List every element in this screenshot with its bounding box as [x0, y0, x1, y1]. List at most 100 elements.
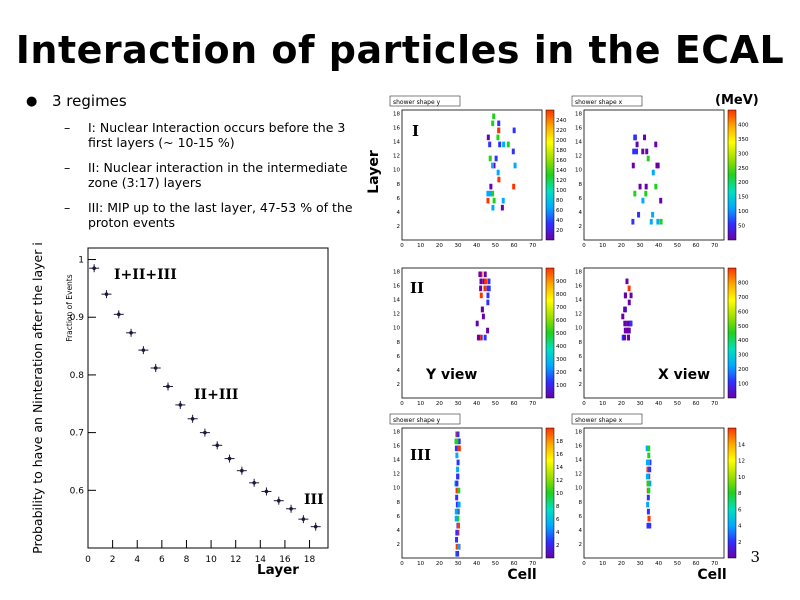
heatmap-cell	[454, 515, 458, 522]
heatmap-cell	[651, 169, 655, 176]
heatmap-cell	[497, 176, 501, 183]
x-tick-label: 2	[110, 555, 116, 565]
heatmap-cell	[457, 543, 461, 550]
heatmap-x-tick-label: 70	[711, 561, 718, 567]
heatmap-cell	[454, 438, 458, 445]
heatmap-y-tick-label: 16	[575, 284, 582, 290]
heatmap-cell	[454, 445, 458, 452]
heatmap-cell	[456, 466, 460, 473]
heatmap-cell	[455, 452, 459, 459]
heatmap-cell	[623, 327, 627, 334]
heatmap-cell	[629, 292, 633, 299]
heatmap-cell	[646, 466, 650, 473]
heatmap-cell	[627, 285, 631, 292]
heatmap-frame	[401, 267, 543, 399]
heatmap-cell	[497, 120, 501, 127]
y-view-label: Y view	[425, 367, 477, 383]
heatmap-y-tick-label: 18	[575, 430, 582, 436]
heatmap-y-tick-label: 14	[393, 140, 400, 146]
heatmap-x-tick-label: 40	[655, 401, 662, 407]
data-point	[166, 384, 170, 389]
heatmap-y-tick-label: 4	[579, 528, 583, 534]
x-tick-label: 6	[159, 555, 165, 565]
heatmap-cell	[631, 218, 635, 225]
heatmap-y-tick-label: 12	[393, 472, 400, 478]
heatmap-x-tick-label: 20	[436, 561, 443, 567]
heatmap-y-tick-label: 16	[393, 444, 400, 450]
data-point	[129, 331, 133, 335]
heatmap-cell	[478, 271, 482, 278]
heatmap-cell	[623, 306, 627, 313]
heatmap-cell	[491, 204, 495, 211]
heatmap-cell	[487, 278, 491, 285]
heatmap-cell	[456, 459, 460, 466]
heatmap-cell	[512, 127, 516, 134]
heatmap-cell	[629, 320, 633, 327]
heatmap-title-box	[389, 95, 461, 107]
heatmap-x-tick-label: 70	[529, 561, 536, 567]
heatmap-x-tick-label: 10	[599, 401, 606, 407]
heatmap-x-tick-label: 50	[492, 561, 499, 567]
sub-bullet-text: II: Nuclear interaction in the intermedi…	[88, 160, 348, 190]
inner-y-axis-label: Fraction of Events	[65, 274, 74, 341]
colorbar	[545, 267, 555, 399]
heatmap-cell	[456, 550, 460, 557]
heatmap-cell	[456, 515, 460, 522]
heatmap-x-tick-label: 0	[582, 401, 586, 407]
heatmap-panel: 0 10 20 30 40 50 60 70 2 4 6 8 10 12 14 16 18 100 200 300 40…	[393, 267, 567, 407]
colorbar-tick-label: 350	[738, 137, 749, 143]
colorbar-tick-label: 12	[556, 478, 563, 484]
heatmap-cell	[488, 155, 492, 162]
colorbar-tick-label: 80	[556, 198, 563, 204]
heatmap-cell	[646, 508, 650, 515]
heatmap-x-tick-label: 70	[711, 243, 718, 249]
dash-icon: –	[64, 120, 71, 135]
shower-shape-heatmaps: shower shape y 0 10 20 30 40 50 60 7024681012141…	[366, 93, 759, 583]
colorbar-tick-label: 100	[556, 188, 567, 194]
heatmap-y-tick-label: 10	[393, 486, 400, 492]
heatmap-cell	[455, 494, 459, 501]
heatmap-y-tick-label: 12	[575, 312, 582, 318]
heatmap-y-tick-label: 14	[575, 458, 582, 464]
heatmap-cell	[486, 190, 490, 197]
heatmap-cell	[637, 211, 641, 218]
colorbar-tick-label: 500	[556, 331, 567, 337]
heatmap-cell	[498, 141, 502, 148]
colorbar-tick-label: 300	[738, 151, 749, 157]
heatmap-cell	[457, 438, 461, 445]
colorbar-tick-label: 800	[556, 292, 567, 298]
heatmap-y-tick-label: 12	[393, 312, 400, 318]
heatmap-y-tick-label: 14	[393, 458, 400, 464]
heatmap-y-tick-label: 2	[579, 542, 583, 548]
heatmap-cell	[651, 211, 655, 218]
colorbar-tick-label: 500	[738, 324, 749, 330]
heatmap-cell	[627, 299, 631, 306]
heatmap-cell	[455, 480, 459, 487]
heatmap-cell	[641, 148, 645, 155]
heatmap-cell	[491, 190, 495, 197]
colorbar-tick-label: 6	[556, 517, 560, 523]
y-tick-label: 0.7	[70, 429, 84, 439]
heatmap-y-tick-label: 16	[575, 126, 582, 132]
heatmap-cell	[488, 141, 492, 148]
heatmap-x-tick-label: 0	[582, 243, 586, 249]
data-point	[301, 517, 306, 521]
heatmap-y-tick-label: 18	[393, 430, 400, 436]
colorbar-tick-label: 200	[738, 367, 749, 373]
heatmap-cell	[492, 197, 496, 204]
heatmap-title: shower shape y	[393, 417, 441, 424]
colorbar-tick-label: 18	[556, 439, 563, 445]
bullet-dot-icon: ●	[26, 94, 38, 109]
heatmap-frame	[401, 109, 543, 241]
heatmap-cell	[646, 501, 650, 508]
heatmap-y-tick-label: 12	[575, 472, 582, 478]
heatmap-y-tick-label: 14	[575, 140, 582, 146]
colorbar-tick-label: 240	[556, 118, 567, 124]
y-tick-label: 0.6	[70, 486, 85, 496]
colorbar-tick-label: 2	[556, 543, 560, 549]
x-tick-label: 16	[279, 555, 291, 565]
heatmap-x-tick-label: 60	[693, 243, 700, 249]
heatmap-cell	[479, 292, 483, 299]
heatmap-cell	[655, 162, 659, 169]
colorbar-tick-label: 16	[556, 452, 563, 458]
